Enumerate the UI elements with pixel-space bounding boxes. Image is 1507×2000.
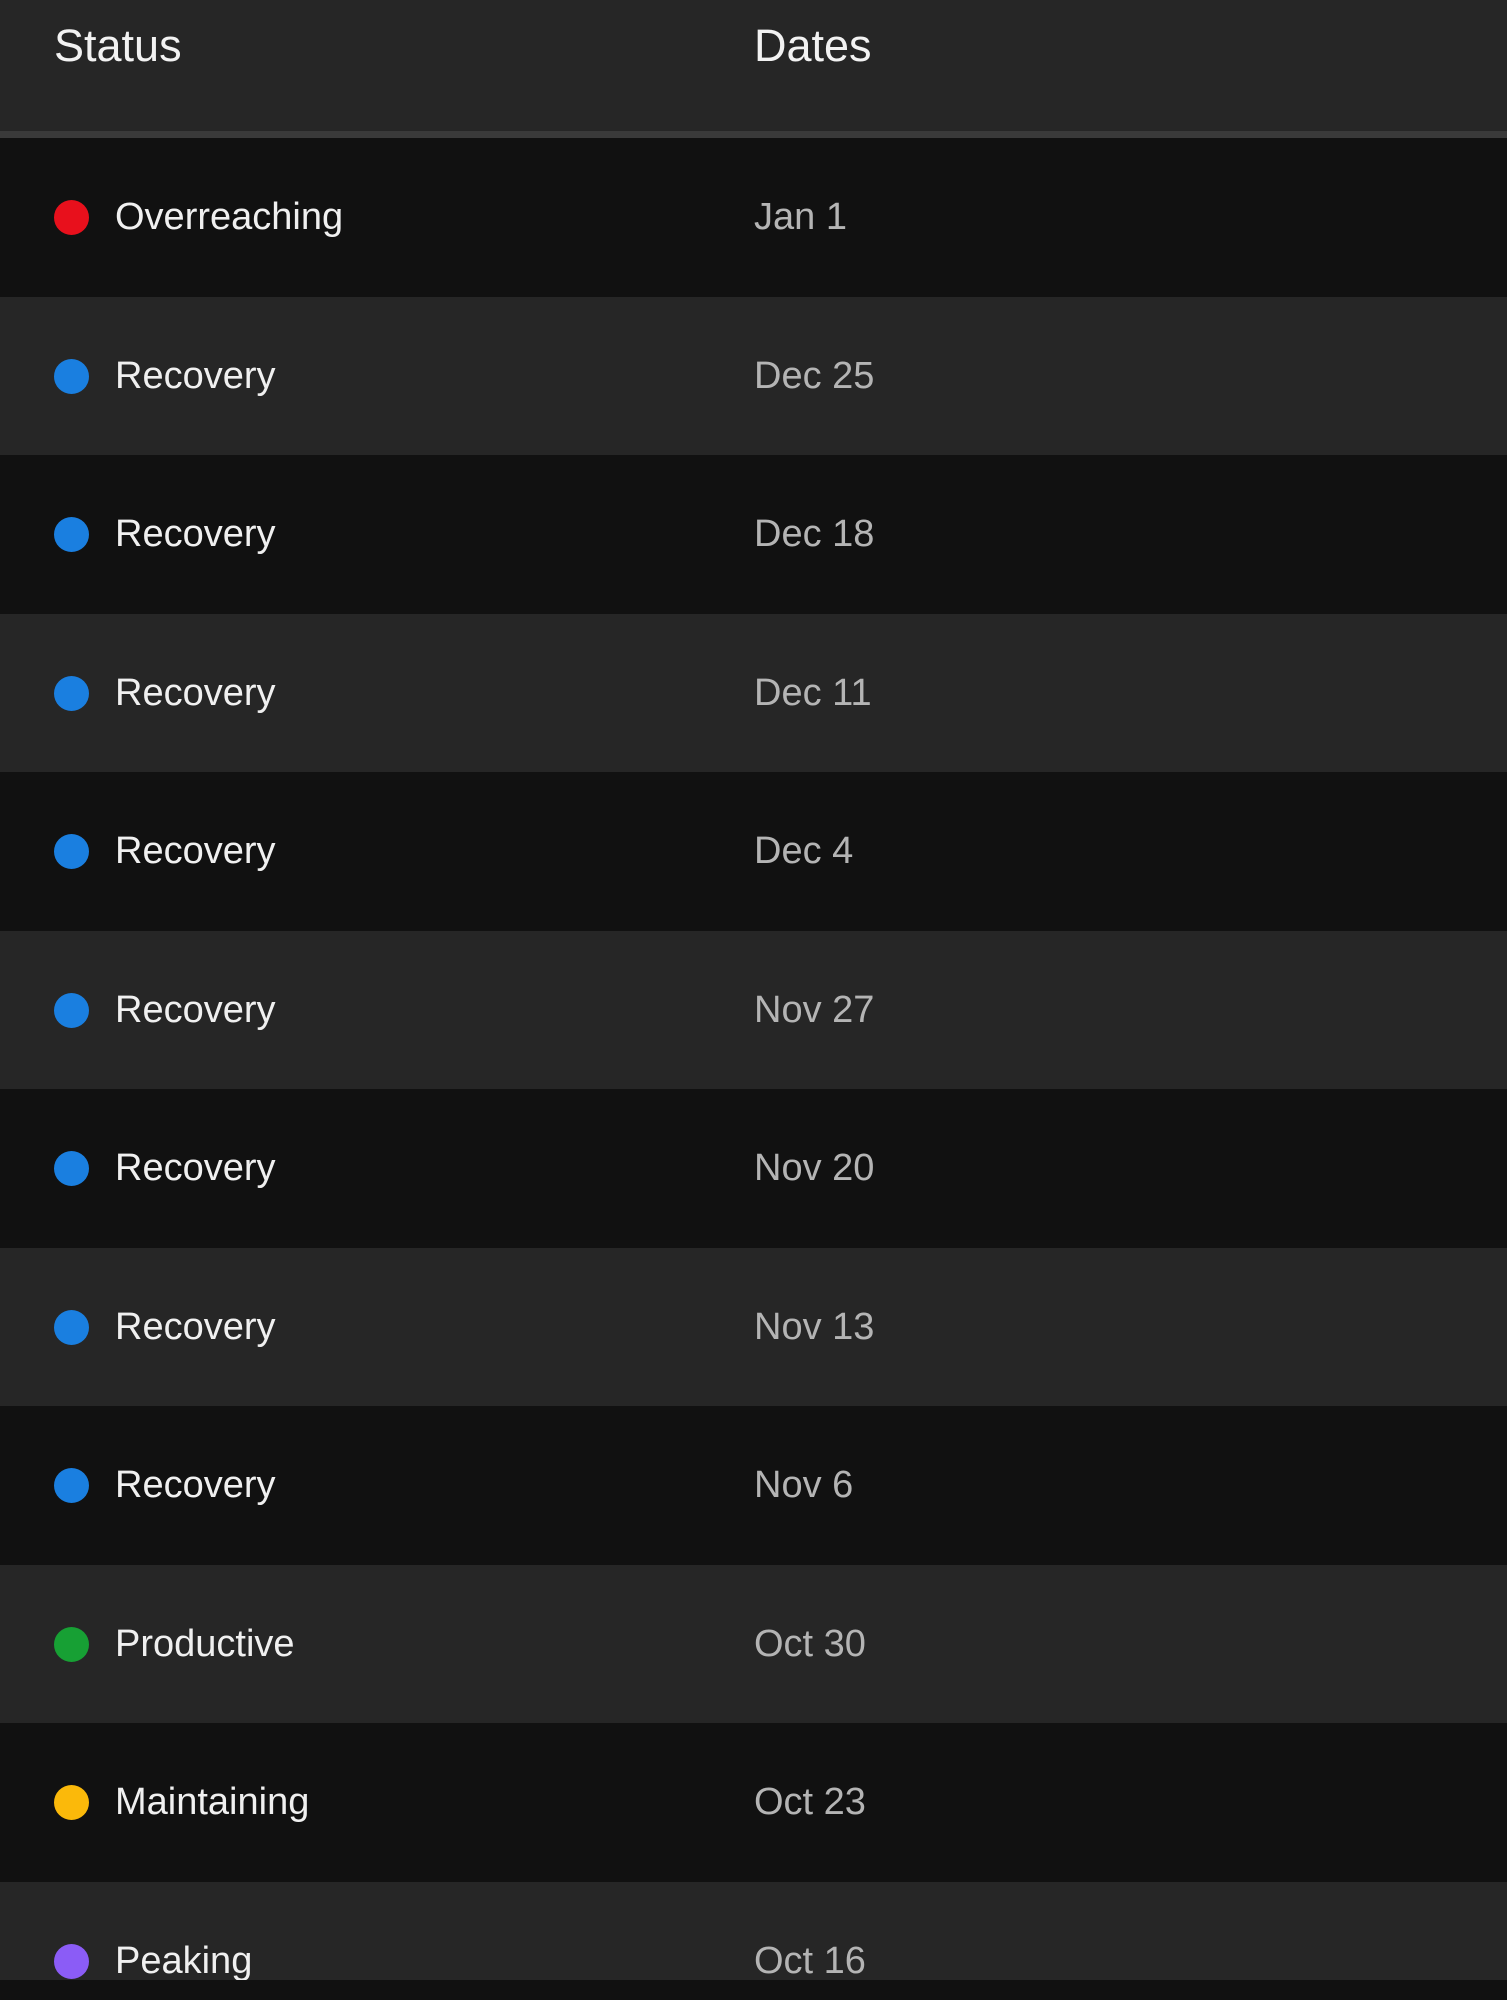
status-list: Overreaching Jan 1 Recovery Dec 25 Recovery D… <box>0 138 1507 1980</box>
table-row[interactable]: Peaking Oct 16 <box>0 1881 1507 1981</box>
status-dot-icon <box>54 1468 89 1503</box>
table-header: Status Dates <box>0 0 1507 138</box>
date-label: Dec 4 <box>754 830 854 872</box>
status-label: Productive <box>115 1622 295 1665</box>
table-row[interactable]: Recovery Nov 6 <box>0 1406 1507 1565</box>
status-dot-icon <box>54 675 89 711</box>
status-label: Recovery <box>115 513 276 555</box>
date-label: Dec 11 <box>754 671 872 714</box>
dates-column-header[interactable]: Dates <box>754 20 872 71</box>
status-dot-icon <box>54 1943 89 1979</box>
date-label: Nov 20 <box>754 1147 875 1189</box>
status-dot-icon <box>54 1785 89 1820</box>
table-row[interactable]: Recovery Dec 4 <box>0 772 1507 931</box>
status-column-header[interactable]: Status <box>54 20 182 71</box>
status-label: Recovery <box>115 830 276 872</box>
table-row[interactable]: Recovery Nov 13 <box>0 1247 1507 1406</box>
table-row[interactable]: Productive Oct 30 <box>0 1564 1507 1723</box>
table-row[interactable]: Recovery Dec 18 <box>0 455 1507 614</box>
date-label: Oct 23 <box>754 1781 866 1823</box>
status-dot-icon <box>54 1626 89 1662</box>
status-dot-icon <box>54 1151 89 1186</box>
status-dot-icon <box>54 834 89 869</box>
table-row[interactable]: Recovery Dec 25 <box>0 296 1507 455</box>
status-dot-icon <box>54 992 89 1028</box>
status-label: Recovery <box>115 1464 276 1506</box>
table-row[interactable]: Overreaching Jan 1 <box>0 138 1507 297</box>
status-label: Recovery <box>115 988 276 1031</box>
date-label: Dec 25 <box>754 354 875 397</box>
status-dot-icon <box>54 517 89 552</box>
date-label: Nov 27 <box>754 988 875 1031</box>
status-label: Maintaining <box>115 1781 310 1823</box>
status-label: Recovery <box>115 671 276 714</box>
status-dot-icon <box>54 358 89 394</box>
status-dot-icon <box>54 200 89 235</box>
date-label: Nov 6 <box>754 1464 854 1506</box>
status-label: Recovery <box>115 354 276 397</box>
date-label: Nov 13 <box>754 1305 875 1348</box>
date-label: Jan 1 <box>754 196 847 238</box>
status-label: Overreaching <box>115 196 344 238</box>
table-row[interactable]: Recovery Dec 11 <box>0 613 1507 772</box>
status-dot-icon <box>54 1309 89 1345</box>
date-label: Dec 18 <box>754 513 875 555</box>
date-label: Oct 16 <box>754 1939 866 1981</box>
table-row[interactable]: Recovery Nov 27 <box>0 930 1507 1089</box>
status-label: Recovery <box>115 1305 276 1348</box>
status-label: Peaking <box>115 1939 253 1981</box>
status-label: Recovery <box>115 1147 276 1189</box>
table-row[interactable]: Maintaining Oct 23 <box>0 1723 1507 1882</box>
table-row[interactable]: Recovery Nov 20 <box>0 1089 1507 1248</box>
date-label: Oct 30 <box>754 1622 866 1665</box>
